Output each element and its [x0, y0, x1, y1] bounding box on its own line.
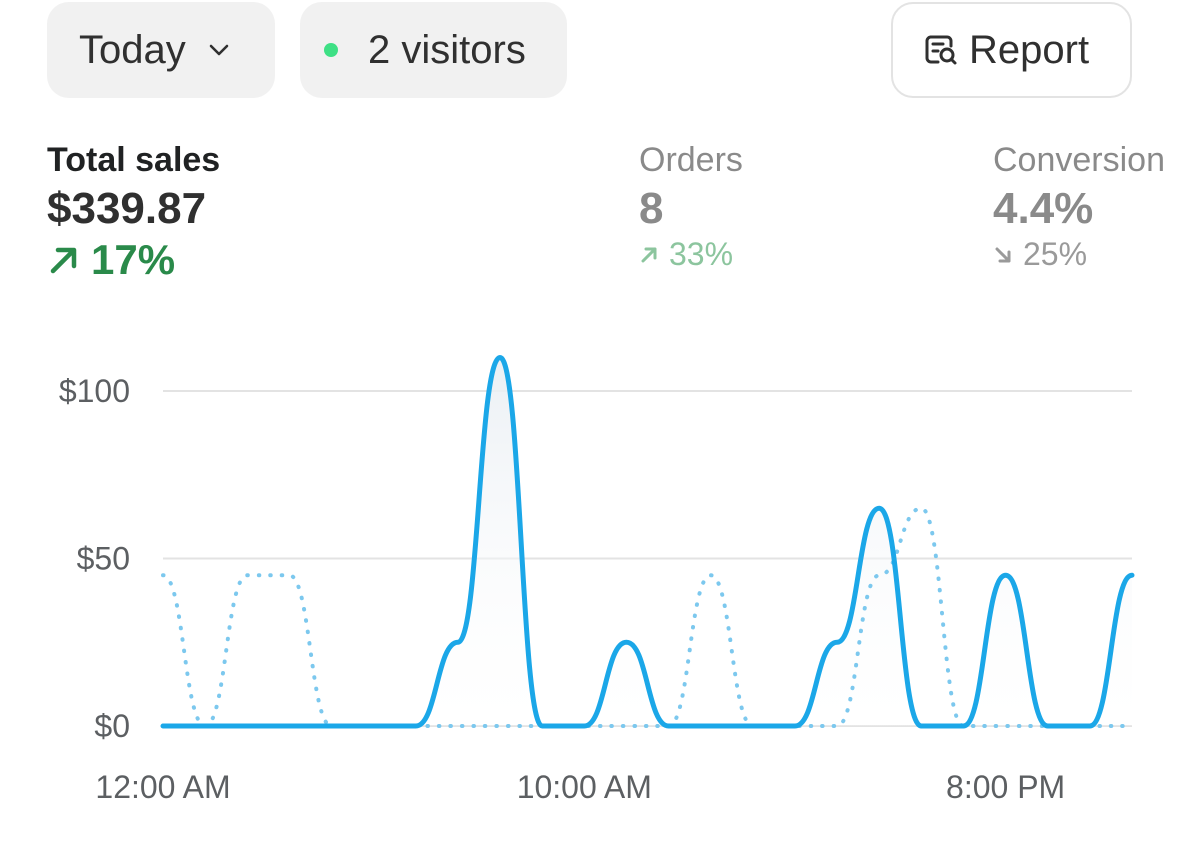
orders-metric[interactable]: Orders 8 33% [639, 140, 743, 273]
conversion-label: Conversion [993, 141, 1165, 179]
live-status-dot [324, 43, 338, 57]
chevron-down-icon [209, 44, 229, 56]
conversion-delta: 25% [993, 236, 1179, 273]
x-tick-label: 8:00 PM [946, 769, 1065, 805]
total-sales-delta-value: 17% [91, 236, 176, 283]
date-range-label: Today [79, 27, 186, 72]
visitors-label: 2 visitors [368, 27, 526, 72]
sales-area-fill [163, 357, 1132, 726]
conversion-delta-value: 25% [1023, 236, 1088, 272]
y-tick-label: $50 [77, 541, 130, 577]
orders-delta: 33% [639, 236, 743, 273]
sales-line [160, 355, 1135, 729]
total-sales-label: Total sales [47, 141, 221, 179]
report-search-icon [925, 35, 957, 65]
report-button[interactable]: Report [891, 2, 1132, 98]
orders-label: Orders [639, 141, 743, 179]
total-sales-metric[interactable]: Total sales $339.87 17% [47, 140, 220, 284]
arrow-up-right-icon [641, 247, 657, 262]
y-tick-label: $0 [94, 708, 130, 744]
arrow-up-right-icon [50, 247, 77, 274]
orders-value: 8 [639, 184, 664, 233]
report-label: Report [969, 27, 1090, 72]
x-tick-label: 12:00 AM [95, 769, 230, 805]
orders-delta-value: 33% [669, 236, 734, 272]
live-visitors-badge[interactable]: 2 visitors [300, 2, 567, 98]
x-tick-label: 10:00 AM [517, 769, 652, 805]
sales-chart: $0 $50 $100 12:00 AM 10:00 AM 8:00 PM [59, 355, 1135, 805]
conversion-metric[interactable]: Conversion 4.4% 25% [993, 140, 1179, 273]
arrow-down-right-icon [995, 247, 1011, 262]
total-sales-value: $339.87 [47, 184, 207, 233]
total-sales-delta: 17% [47, 236, 220, 284]
conversion-value: 4.4% [993, 184, 1094, 233]
date-range-selector[interactable]: Today [47, 2, 275, 98]
y-tick-label: $100 [59, 373, 130, 409]
